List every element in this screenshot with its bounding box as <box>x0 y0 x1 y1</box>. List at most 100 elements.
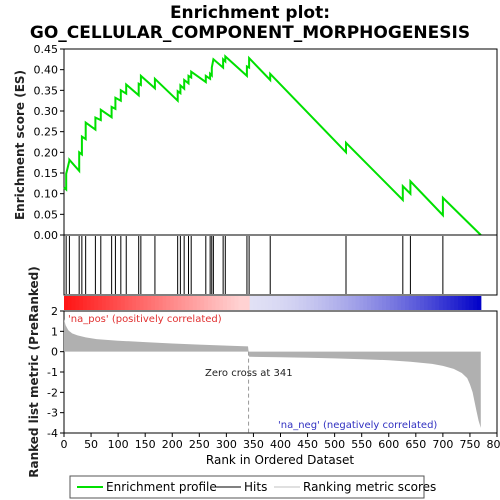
rank-color-band-segment <box>386 296 390 310</box>
rank-color-band-segment <box>261 296 265 310</box>
rank-color-band-segment <box>435 296 439 310</box>
x-tick-label: 250 <box>189 438 210 451</box>
rank-color-band-segment <box>83 296 87 310</box>
legend-label-metric: Ranking metric scores <box>303 480 436 494</box>
rank-color-band-segment <box>250 296 254 310</box>
rank-color-band-segment <box>68 296 72 310</box>
rank-color-band-segment <box>117 296 121 310</box>
rank-color-band-segment <box>166 296 170 310</box>
rank-color-band-segment <box>344 296 348 310</box>
rank-color-band-segment <box>189 296 193 310</box>
rank-color-band-segment <box>420 296 424 310</box>
rank-color-band-segment <box>208 296 212 310</box>
rank-color-band-segment <box>432 296 436 310</box>
x-tick-label: 550 <box>351 438 372 451</box>
rank-color-band-segment <box>318 296 322 310</box>
legend-label-hits: Hits <box>244 480 267 494</box>
x-tick-label: 100 <box>108 438 129 451</box>
legend-label-enrichment: Enrichment profile <box>106 480 217 494</box>
rank-color-band-segment <box>113 296 117 310</box>
rank-color-band-segment <box>469 296 473 310</box>
es-tick-label: 0.10 <box>34 188 59 201</box>
metric-tick-label: 2 <box>51 305 58 318</box>
rank-color-band-segment <box>136 296 140 310</box>
rank-color-band-segment <box>204 296 208 310</box>
rank-color-band-segment <box>405 296 409 310</box>
rank-color-band-segment <box>348 296 352 310</box>
rank-color-band-segment <box>197 296 201 310</box>
rank-color-band-segment <box>413 296 417 310</box>
rank-color-band-segment <box>341 296 345 310</box>
rank-color-band-segment <box>280 296 284 310</box>
annotation-zero-cross: Zero cross at 341 <box>205 368 293 379</box>
rank-color-band-segment <box>219 296 223 310</box>
chart-title-line2: GO_CELLULAR_COMPONENT_MORPHOGENESIS <box>30 23 470 43</box>
rank-color-band-segment <box>284 296 288 310</box>
rank-color-band-segment <box>333 296 337 310</box>
x-tick-label: 350 <box>243 438 264 451</box>
metric-tick-label: -2 <box>47 386 58 399</box>
rank-color-band-segment <box>98 296 102 310</box>
rank-color-band-segment <box>269 296 273 310</box>
rank-color-band-segment <box>390 296 394 310</box>
rank-color-band-segment <box>147 296 151 310</box>
es-tick-label: 0.00 <box>34 229 59 242</box>
x-axis-label: Rank in Ordered Dataset <box>206 453 354 467</box>
es-tick-label: 0.25 <box>34 126 59 139</box>
es-tick-label: 0.40 <box>34 64 59 77</box>
rank-color-band-segment <box>462 296 466 310</box>
rank-color-band-segment <box>253 296 257 310</box>
rank-color-band-segment <box>477 296 481 310</box>
rank-color-band-segment <box>79 296 83 310</box>
rank-color-band-segment <box>87 296 91 310</box>
rank-color-band-segment <box>416 296 420 310</box>
rank-color-band-segment <box>424 296 428 310</box>
annotation-positive: 'na_pos' (positively correlated) <box>68 314 222 325</box>
rank-color-band-segment <box>382 296 386 310</box>
es-tick-label: 0.20 <box>34 146 59 159</box>
rank-color-band-segment <box>223 296 227 310</box>
y-axis-label-es: Enrichment score (ES) <box>13 70 27 220</box>
rank-color-band-segment <box>151 296 155 310</box>
rank-color-band-segment <box>140 296 144 310</box>
rank-color-band-segment <box>439 296 443 310</box>
rank-color-band-segment <box>159 296 163 310</box>
rank-color-band-segment <box>352 296 356 310</box>
rank-color-band-segment <box>109 296 113 310</box>
rank-color-band-segment <box>125 296 129 310</box>
rank-color-band-segment <box>367 296 371 310</box>
x-tick-label: 50 <box>84 438 98 451</box>
rank-color-band-segment <box>94 296 98 310</box>
rank-color-band-segment <box>246 296 250 310</box>
rank-color-band-segment <box>231 296 235 310</box>
es-tick-label: 0.30 <box>34 105 59 118</box>
rank-color-band-segment <box>163 296 167 310</box>
rank-color-band-segment <box>428 296 432 310</box>
rank-color-band-segment <box>295 296 299 310</box>
rank-color-band-segment <box>363 296 367 310</box>
rank-color-band-segment <box>401 296 405 310</box>
rank-color-band-segment <box>181 296 185 310</box>
metric-tick-label: -3 <box>47 407 58 420</box>
rank-color-band-segment <box>170 296 174 310</box>
rank-color-band-segment <box>371 296 375 310</box>
rank-color-band-segment <box>473 296 477 310</box>
rank-color-band-segment <box>272 296 276 310</box>
rank-color-band-segment <box>227 296 231 310</box>
rank-color-band-segment <box>450 296 454 310</box>
rank-color-band-segment <box>185 296 189 310</box>
rank-color-band-segment <box>337 296 341 310</box>
x-tick-label: 200 <box>162 438 183 451</box>
x-tick-label: 300 <box>216 438 237 451</box>
rank-color-band-segment <box>291 296 295 310</box>
x-tick-label: 750 <box>459 438 480 451</box>
rank-color-band-segment <box>200 296 204 310</box>
rank-color-band-segment <box>329 296 333 310</box>
rank-color-band-segment <box>91 296 95 310</box>
x-tick-label: 500 <box>324 438 345 451</box>
rank-color-band-segment <box>265 296 269 310</box>
rank-color-band-segment <box>360 296 364 310</box>
rank-color-band-segment <box>212 296 216 310</box>
es-tick-label: 0.35 <box>34 84 59 97</box>
